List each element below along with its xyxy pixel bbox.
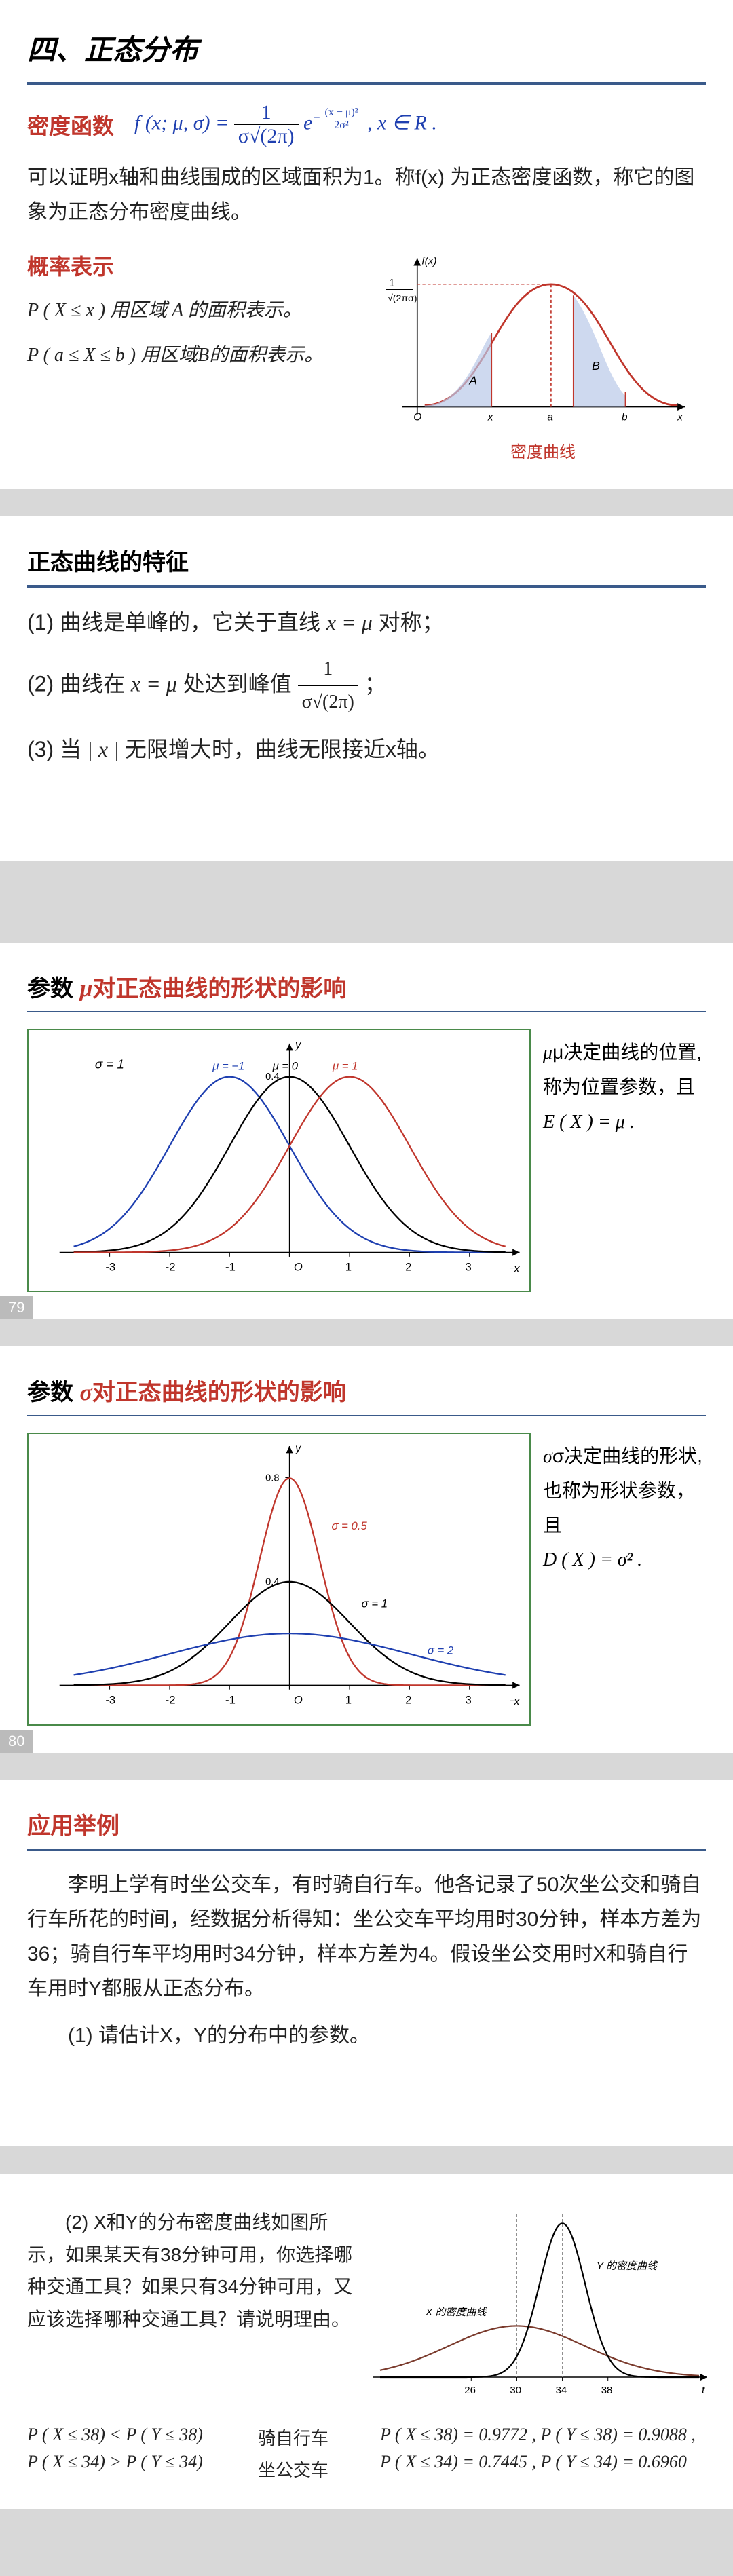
slide5-title: 应用举例 xyxy=(27,1800,706,1844)
example-q1: (1) 请估计X，Y的分布中的参数。 xyxy=(27,2018,706,2053)
svg-text:x: x xyxy=(487,411,494,423)
slide4-note: σσ决定曲线的形状, 也称为形状参数，且 D ( X ) = σ² . xyxy=(531,1433,706,1578)
svg-text:t: t xyxy=(702,2385,705,2396)
svg-text:1: 1 xyxy=(345,1694,352,1707)
example-q2: (2) X和Y的分布密度曲线如图所示，如果某天有38分钟可用，你选择哪种交通工具… xyxy=(27,2206,353,2335)
svg-text:-1: -1 xyxy=(225,1694,236,1707)
answer-table: P ( X ≤ 38) < P ( Y ≤ 38) P ( X ≤ 34) > … xyxy=(27,2425,706,2482)
density-curve-diagram: f(x) A B 1 √(2πσ) O x xyxy=(380,242,706,462)
svg-text:O: O xyxy=(294,1261,303,1274)
svg-text:-2: -2 xyxy=(166,1261,176,1274)
sigma-chart: yx-3-2-1123O0.40.8σ = 0.5σ = 1σ = 2 xyxy=(27,1433,531,1726)
svg-text:a: a xyxy=(547,411,553,423)
svg-text:26: 26 xyxy=(464,2385,476,2396)
slide1-title: 四、正态分布 xyxy=(27,20,706,78)
page-badge: 80 xyxy=(0,1730,33,1753)
slide-example-2: (2) X和Y的分布密度曲线如图所示，如果某天有38分钟可用，你选择哪种交通工具… xyxy=(0,2174,733,2509)
svg-text:μ = 0: μ = 0 xyxy=(272,1059,299,1072)
svg-text:x: x xyxy=(513,1695,520,1708)
svg-text:2: 2 xyxy=(405,1694,411,1707)
svg-text:-2: -2 xyxy=(166,1694,176,1707)
svg-text:-1: -1 xyxy=(225,1261,236,1274)
svg-text:A: A xyxy=(468,374,477,387)
xy-density-chart: t 26 30 34 38 X 的密度曲线 Y 的密度曲线 xyxy=(353,2194,713,2411)
svg-text:x: x xyxy=(513,1262,520,1275)
slide1-prob-row: 概率表示 P ( X ≤ x ) 用区域 A 的面积表示。 P ( a ≤ X … xyxy=(27,242,706,462)
feature-1: (1) 曲线是单峰的，它关于直线 x = μ 对称； xyxy=(27,604,706,641)
divider xyxy=(27,585,706,588)
slide4-title: 参数 σ对正态曲线的形状的影响 xyxy=(27,1367,706,1411)
svg-text:-3: -3 xyxy=(105,1261,115,1274)
curve-caption: 密度曲线 xyxy=(380,438,706,462)
divider xyxy=(27,1849,706,1851)
svg-text:0.8: 0.8 xyxy=(265,1473,279,1484)
density-formula-row: 密度函数 f (x; μ, σ) = 1 σ√(2π) e−(x − μ)²2σ… xyxy=(27,101,706,148)
slide-example: 应用举例 李明上学有时坐公交车，有时骑自行车。他各记录了50次坐公交和骑自行车所… xyxy=(0,1780,733,2146)
divider xyxy=(27,1011,706,1012)
svg-text:y: y xyxy=(295,1441,302,1454)
svg-text:Y 的密度曲线: Y 的密度曲线 xyxy=(597,2260,658,2272)
slide1-body: 可以证明x轴和曲线围成的区域面积为1。称f(x) 为正态密度函数，称它的图象为正… xyxy=(27,160,706,229)
svg-text:√(2πσ): √(2πσ) xyxy=(388,293,417,304)
svg-text:38: 38 xyxy=(601,2385,613,2396)
svg-text:3: 3 xyxy=(465,1694,471,1707)
svg-text:μ = 1: μ = 1 xyxy=(332,1059,358,1072)
svg-text:x: x xyxy=(677,411,683,423)
svg-text:B: B xyxy=(592,359,600,373)
page-badge: 79 xyxy=(0,1296,33,1319)
svg-text:34: 34 xyxy=(556,2385,567,2396)
slide-mu-effect: 参数 μ对正态曲线的形状的影响 yx-3-2-1123O0.4σ = 1μ = … xyxy=(0,943,733,1319)
svg-text:y: y xyxy=(295,1038,302,1051)
divider xyxy=(27,82,706,85)
svg-text:O: O xyxy=(413,411,421,423)
svg-text:30: 30 xyxy=(510,2385,521,2396)
mu-chart: yx-3-2-1123O0.4σ = 1μ = −1μ = 0μ = 1 xyxy=(27,1029,531,1292)
svg-text:3: 3 xyxy=(465,1261,471,1274)
svg-text:2: 2 xyxy=(405,1261,411,1274)
slide-normal-dist: 四、正态分布 密度函数 f (x; μ, σ) = 1 σ√(2π) e−(x … xyxy=(0,0,733,489)
slide3-title: 参数 μ对正态曲线的形状的影响 xyxy=(27,963,706,1007)
svg-text:μ = −1: μ = −1 xyxy=(212,1059,244,1072)
svg-text:1: 1 xyxy=(345,1261,352,1274)
slide-curve-features: 正态曲线的特征 (1) 曲线是单峰的，它关于直线 x = μ 对称； (2) 曲… xyxy=(0,516,733,861)
example-para: 李明上学有时坐公交车，有时骑自行车。他各记录了50次坐公交和骑自行车所花的时间，… xyxy=(27,1868,706,2006)
feature-2: (2) 曲线在 x = μ 处达到峰值 1 σ√(2π) ； xyxy=(27,653,706,718)
slide2-title: 正态曲线的特征 xyxy=(27,537,706,581)
divider xyxy=(27,1415,706,1416)
svg-text:-3: -3 xyxy=(105,1694,115,1707)
svg-text:X 的密度曲线: X 的密度曲线 xyxy=(425,2307,487,2318)
svg-text:O: O xyxy=(294,1694,303,1707)
slide-sigma-effect: 参数 σ对正态曲线的形状的影响 yx-3-2-1123O0.40.8σ = 0.… xyxy=(0,1346,733,1753)
svg-text:b: b xyxy=(622,411,628,423)
formula-suffix: , x ∈ R . xyxy=(367,111,437,134)
svg-text:f(x): f(x) xyxy=(421,255,436,267)
feature-3: (3) 当 | x | 无限增大时，曲线无限接近x轴。 xyxy=(27,731,706,768)
exp-e: e xyxy=(303,111,312,134)
prob-label: 概率表示 xyxy=(27,250,380,281)
svg-text:σ = 2: σ = 2 xyxy=(428,1644,454,1657)
density-label: 密度函数 xyxy=(27,109,114,140)
svg-text:1: 1 xyxy=(389,278,395,289)
p-between: P ( a ≤ X ≤ b ) 用区域B的面积表示。 xyxy=(27,339,380,372)
svg-text:σ = 1: σ = 1 xyxy=(362,1597,388,1610)
svg-text:σ = 1: σ = 1 xyxy=(95,1057,124,1071)
svg-text:σ = 0.5: σ = 0.5 xyxy=(331,1519,367,1532)
p-leq: P ( X ≤ x ) 用区域 A 的面积表示。 xyxy=(27,295,380,327)
density-formula: f (x; μ, σ) = 1 σ√(2π) e−(x − μ)²2σ² , x… xyxy=(134,101,437,148)
slide3-note: μμ决定曲线的位置, 称为位置参数，且 E ( X ) = μ . xyxy=(531,1029,706,1139)
formula-prefix: f (x; μ, σ) = xyxy=(134,111,234,134)
